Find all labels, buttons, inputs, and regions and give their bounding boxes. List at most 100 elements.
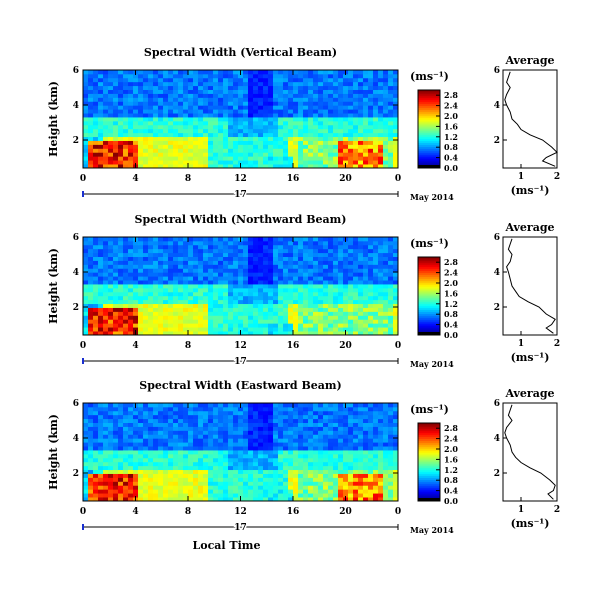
heatmap-cell bbox=[193, 152, 199, 157]
colorbar-swatch bbox=[418, 311, 440, 314]
heatmap-cell bbox=[223, 418, 229, 423]
heatmap-cell bbox=[258, 327, 264, 332]
heatmap-cell bbox=[183, 272, 189, 277]
heatmap-cell bbox=[268, 264, 274, 269]
heatmap-cell bbox=[298, 85, 304, 90]
heatmap-cell bbox=[103, 287, 109, 293]
heatmap-cell bbox=[358, 156, 364, 161]
heatmap-cell bbox=[388, 331, 394, 336]
heatmap-cell bbox=[393, 97, 399, 102]
heatmap-cell bbox=[248, 323, 254, 328]
heatmap-cell bbox=[258, 406, 264, 412]
heatmap-cell bbox=[158, 315, 164, 320]
heatmap-cell bbox=[243, 152, 249, 157]
heatmap-cell bbox=[318, 457, 324, 463]
heatmap-cell bbox=[138, 331, 144, 336]
colorbar-swatch bbox=[418, 91, 440, 95]
heatmap-cell bbox=[138, 473, 144, 478]
heatmap-cell bbox=[88, 311, 94, 316]
heatmap-cell bbox=[183, 101, 189, 106]
heatmap-cell bbox=[218, 473, 224, 478]
heatmap-cell bbox=[208, 438, 214, 443]
heatmap-cell bbox=[218, 237, 224, 242]
heatmap-cell bbox=[328, 280, 334, 285]
heatmap-cell bbox=[103, 426, 109, 431]
heatmap-cell bbox=[318, 124, 324, 130]
heatmap-cell bbox=[248, 295, 254, 301]
heatmap-cell bbox=[233, 276, 239, 281]
heatmap-cell bbox=[373, 315, 379, 320]
heatmap-cell bbox=[243, 461, 249, 467]
heatmap-cell bbox=[98, 315, 104, 320]
heatmap-cell bbox=[183, 414, 189, 420]
heatmap-cell bbox=[268, 331, 274, 336]
heatmap-cell bbox=[328, 132, 334, 138]
average-x-tick-label: 2 bbox=[554, 339, 560, 349]
heatmap-cell bbox=[108, 493, 114, 498]
heatmap-cell bbox=[153, 287, 159, 293]
heatmap-cell bbox=[323, 307, 329, 312]
heatmap-cell bbox=[128, 156, 134, 161]
heatmap-cell bbox=[223, 164, 229, 169]
heatmap-cell bbox=[318, 453, 324, 459]
heatmap-cell bbox=[298, 268, 304, 273]
heatmap-cell bbox=[118, 280, 124, 285]
heatmap-cell bbox=[128, 299, 134, 305]
heatmap-cell bbox=[198, 311, 204, 316]
heatmap-cell bbox=[283, 426, 289, 431]
heatmap-cell bbox=[243, 89, 249, 94]
heatmap-cell bbox=[153, 260, 159, 265]
heatmap-cell bbox=[318, 152, 324, 157]
heatmap-cell bbox=[283, 315, 289, 320]
heatmap-cell bbox=[373, 97, 379, 102]
heatmap-cell bbox=[163, 287, 169, 293]
heatmap-cell bbox=[163, 156, 169, 161]
heatmap-cell bbox=[188, 446, 194, 451]
heatmap-cell bbox=[348, 327, 354, 332]
heatmap-cell bbox=[218, 248, 224, 254]
heatmap-cell bbox=[298, 422, 304, 427]
heatmap-cell bbox=[268, 465, 274, 471]
heatmap-cell bbox=[113, 77, 119, 83]
heatmap-cell bbox=[123, 438, 129, 443]
heatmap-cell bbox=[388, 291, 394, 297]
heatmap-cell bbox=[248, 327, 254, 332]
heatmap-cell bbox=[188, 264, 194, 269]
heatmap-cell bbox=[253, 311, 259, 316]
heatmap-cell bbox=[168, 132, 174, 138]
heatmap-cell bbox=[303, 144, 309, 149]
heatmap-cell bbox=[258, 414, 264, 420]
heatmap-cell bbox=[228, 327, 234, 332]
heatmap-cell bbox=[213, 493, 219, 498]
heatmap-cell bbox=[383, 461, 389, 467]
heatmap-cell bbox=[368, 430, 374, 435]
heatmap-cell bbox=[318, 473, 324, 478]
heatmap-cell bbox=[158, 81, 164, 87]
heatmap-cell bbox=[223, 406, 229, 412]
heatmap-cell bbox=[223, 469, 229, 474]
heatmap-cell bbox=[313, 256, 319, 261]
heatmap-cell bbox=[213, 287, 219, 293]
heatmap-cell bbox=[303, 406, 309, 412]
heatmap-cell bbox=[378, 77, 384, 83]
heatmap-cell bbox=[238, 291, 244, 297]
heatmap-cell bbox=[193, 311, 199, 316]
heatmap-cell bbox=[123, 485, 129, 490]
heatmap-cell bbox=[238, 303, 244, 308]
heatmap-cell bbox=[88, 457, 94, 463]
heatmap-cell bbox=[88, 268, 94, 273]
heatmap-cell bbox=[378, 264, 384, 269]
heatmap-cell bbox=[178, 117, 184, 122]
heatmap-cell bbox=[168, 497, 174, 502]
heatmap-cell bbox=[363, 124, 369, 130]
heatmap-cell bbox=[333, 256, 339, 261]
heatmap-cell bbox=[218, 307, 224, 312]
heatmap-cell bbox=[88, 299, 94, 305]
heatmap-cell bbox=[108, 148, 114, 153]
heatmap-cell bbox=[258, 430, 264, 435]
heatmap-cell bbox=[83, 465, 89, 471]
heatmap-cell bbox=[368, 453, 374, 459]
heatmap-cell bbox=[328, 410, 334, 416]
average-x-label: (ms⁻¹) bbox=[511, 184, 550, 197]
heatmap-cell bbox=[263, 442, 269, 447]
